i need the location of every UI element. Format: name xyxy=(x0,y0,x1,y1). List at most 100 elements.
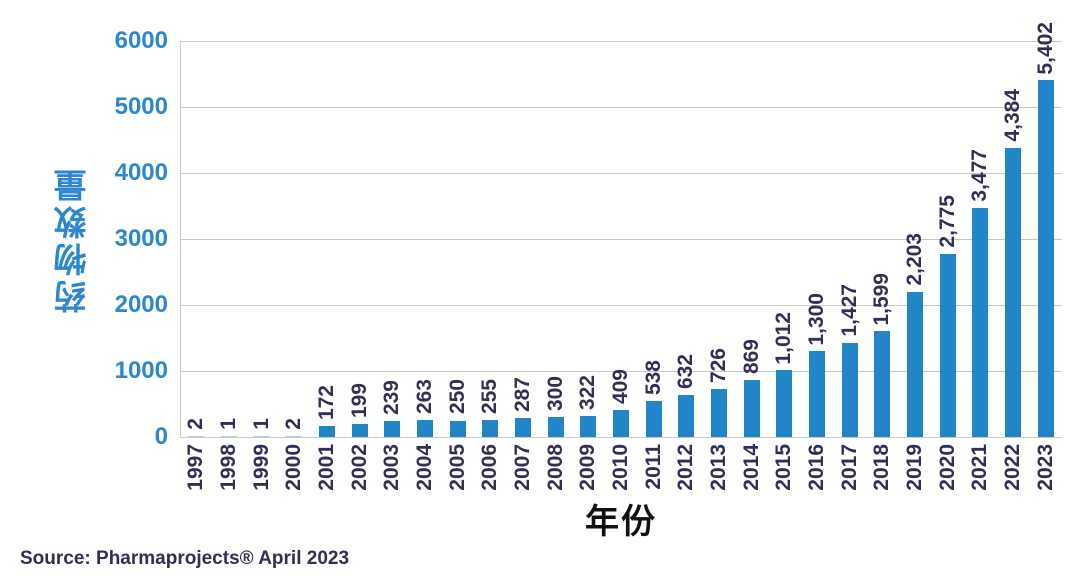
x-tick-label: 2021 xyxy=(968,444,992,491)
y-tick-label: 3000 xyxy=(114,225,168,252)
bar-2015 xyxy=(776,370,793,437)
bar-value-label: 287 xyxy=(511,377,534,413)
bar-value-label: 538 xyxy=(641,360,665,396)
bar-2009 xyxy=(580,415,597,437)
x-tick-label: 1997 xyxy=(184,444,208,491)
bar-value-label: 2,775 xyxy=(935,195,959,248)
x-tick-label: 2016 xyxy=(805,444,828,491)
y-tick-label: 6000 xyxy=(114,27,168,54)
x-tick-label: 2019 xyxy=(903,444,926,491)
y-tick-label: 4000 xyxy=(114,159,168,186)
source-note: Source: Pharmaprojects® April 2023 xyxy=(20,548,350,569)
bar-value-label: 255 xyxy=(478,379,502,415)
x-tick-label: 2005 xyxy=(445,444,469,491)
gridline xyxy=(180,173,1062,174)
bar-value-label: 5,402 xyxy=(1033,21,1057,75)
x-tick-label: 2022 xyxy=(1001,444,1024,491)
x-tick-label: 2020 xyxy=(935,444,959,491)
bar-value-label: 1 xyxy=(249,417,273,430)
y-tick-label: 1000 xyxy=(114,357,168,384)
bar-2007 xyxy=(515,418,531,437)
bar-2012 xyxy=(678,395,695,437)
bar-value-label: 4,384 xyxy=(1001,89,1024,142)
bar-2000 xyxy=(286,435,303,437)
plot-area xyxy=(180,41,1062,438)
bar-2010 xyxy=(613,410,629,437)
x-tick-label: 2023 xyxy=(1033,444,1057,491)
gridline xyxy=(180,107,1062,108)
bar-2013 xyxy=(711,389,727,437)
bar-value-label: 199 xyxy=(347,382,371,418)
bar-value-label: 1,599 xyxy=(870,272,894,326)
bar-value-label: 2,203 xyxy=(903,233,926,286)
gridline xyxy=(180,371,1062,372)
x-tick-label: 2000 xyxy=(282,444,306,491)
bar-2023 xyxy=(1037,80,1054,437)
bar-value-label: 1 xyxy=(217,417,240,430)
bar-value-label: 726 xyxy=(707,348,730,384)
x-tick-label: 2011 xyxy=(641,444,665,490)
gridline xyxy=(180,41,1062,42)
bar-2014 xyxy=(743,379,760,437)
bar-2020 xyxy=(939,253,956,437)
bar-2018 xyxy=(874,331,891,437)
bar-2006 xyxy=(482,420,499,437)
bar-value-label: 250 xyxy=(445,379,469,415)
x-tick-label: 2003 xyxy=(380,444,404,491)
bar-value-label: 1,300 xyxy=(805,292,828,346)
x-tick-label: 1998 xyxy=(217,444,240,491)
y-tick-label: 2000 xyxy=(114,291,168,318)
bar-1998 xyxy=(221,435,237,437)
bar-2002 xyxy=(351,423,368,437)
bar-value-label: 322 xyxy=(576,374,600,410)
y-tick-label: 5000 xyxy=(114,93,168,120)
bar-1999 xyxy=(253,435,270,437)
bar-value-label: 1,012 xyxy=(772,311,796,365)
bar-value-label: 1,427 xyxy=(837,284,861,337)
bar-2011 xyxy=(645,401,662,437)
x-tick-label: 2014 xyxy=(739,444,763,491)
x-tick-label: 2004 xyxy=(413,444,436,491)
bar-2001 xyxy=(319,425,335,437)
bar-2017 xyxy=(841,342,858,437)
x-tick-label: 2015 xyxy=(772,444,796,491)
bar-2005 xyxy=(449,420,466,437)
y-axis-line xyxy=(180,41,181,437)
y-tick-label: 0 xyxy=(154,423,168,450)
x-tick-label: 2009 xyxy=(576,444,600,491)
x-tick-label: 2001 xyxy=(315,444,338,491)
x-axis-title: 年份 xyxy=(585,503,657,541)
bar-2022 xyxy=(1005,147,1021,437)
bar-2003 xyxy=(384,421,401,437)
gridline xyxy=(180,239,1062,240)
x-tick-label: 2013 xyxy=(707,444,730,491)
x-tick-label: 2017 xyxy=(837,444,861,491)
bar-value-label: 409 xyxy=(609,368,632,405)
gridline xyxy=(180,437,1062,438)
x-tick-label: 2008 xyxy=(543,444,567,491)
x-tick-label: 1999 xyxy=(249,444,273,491)
bar-value-label: 172 xyxy=(315,384,338,420)
bar-value-label: 239 xyxy=(380,380,404,416)
bar-value-label: 300 xyxy=(543,376,567,412)
bar-2004 xyxy=(417,419,433,437)
gridline xyxy=(180,305,1062,306)
bar-2016 xyxy=(809,351,825,437)
x-tick-label: 2012 xyxy=(674,444,698,491)
bar-value-label: 632 xyxy=(674,354,698,390)
bar-value-label: 2 xyxy=(184,417,208,430)
x-tick-label: 2018 xyxy=(870,444,894,491)
bar-2021 xyxy=(972,207,989,437)
bar-value-label: 869 xyxy=(739,338,763,374)
x-tick-label: 2002 xyxy=(347,444,371,491)
bar-2008 xyxy=(547,417,564,437)
bar-value-label: 2 xyxy=(282,417,306,430)
x-tick-label: 2010 xyxy=(609,444,632,491)
bar-value-label: 3,477 xyxy=(968,148,992,202)
bar-1997 xyxy=(188,435,205,437)
x-tick-label: 2006 xyxy=(478,444,502,491)
bar-value-label: 263 xyxy=(413,378,436,414)
bar-2019 xyxy=(907,291,923,437)
x-tick-label: 2007 xyxy=(511,444,534,491)
